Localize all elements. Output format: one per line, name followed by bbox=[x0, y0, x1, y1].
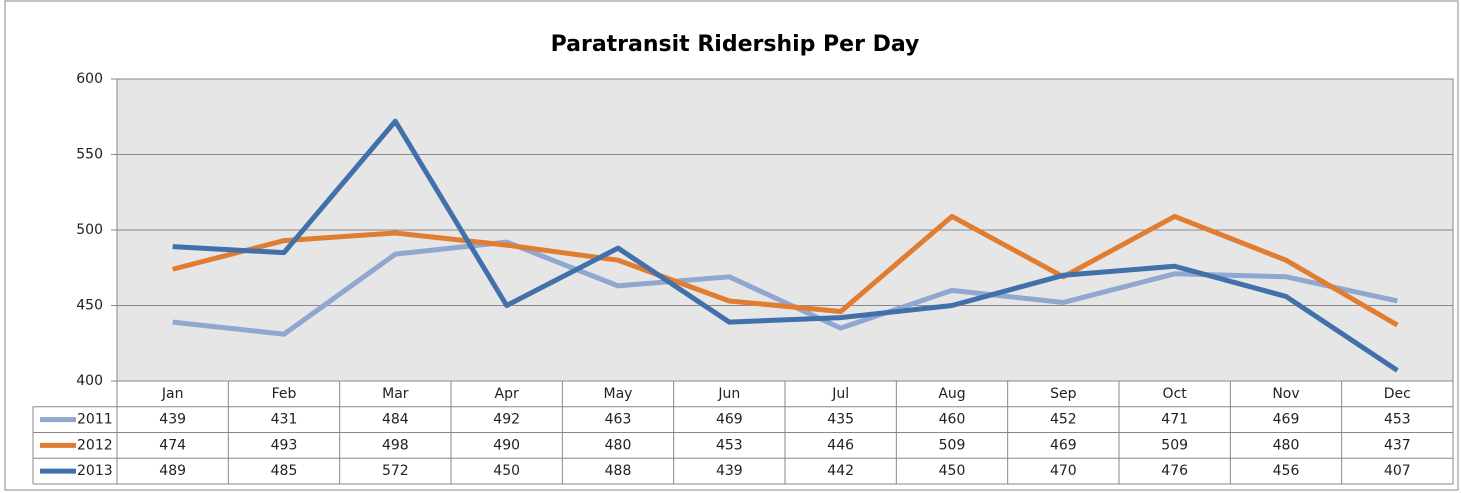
table-value: 469 bbox=[716, 412, 743, 428]
table-value: 498 bbox=[382, 437, 409, 453]
y-tick-label: 600 bbox=[76, 71, 103, 87]
table-value: 489 bbox=[159, 463, 186, 479]
y-tick-label: 450 bbox=[76, 298, 103, 314]
table-value: 453 bbox=[1384, 412, 1411, 428]
table-value: 471 bbox=[1161, 412, 1188, 428]
table-value: 485 bbox=[271, 463, 298, 479]
table-value: 453 bbox=[716, 437, 743, 453]
x-tick-label: Mar bbox=[382, 386, 409, 402]
x-tick-label: Apr bbox=[495, 386, 519, 402]
x-tick-label: Feb bbox=[272, 386, 297, 402]
table-value: 476 bbox=[1161, 463, 1188, 479]
table-value: 480 bbox=[1273, 437, 1300, 453]
series-line bbox=[172, 213, 1399, 328]
table-value: 407 bbox=[1384, 463, 1411, 479]
table-value: 484 bbox=[382, 412, 409, 428]
x-tick-label: Jun bbox=[717, 386, 740, 402]
x-tick-label: Dec bbox=[1384, 386, 1411, 402]
table-value: 456 bbox=[1273, 463, 1300, 479]
y-tick-label: 500 bbox=[76, 222, 103, 238]
table-value: 437 bbox=[1384, 437, 1411, 453]
series-line bbox=[172, 239, 1398, 337]
table-value: 439 bbox=[159, 412, 186, 428]
table-value: 469 bbox=[1050, 437, 1077, 453]
table-value: 469 bbox=[1273, 412, 1300, 428]
table-value: 442 bbox=[827, 463, 854, 479]
x-tick-label: Nov bbox=[1272, 386, 1299, 402]
y-tick-label: 400 bbox=[76, 373, 103, 389]
table-value: 572 bbox=[382, 463, 409, 479]
table-value: 509 bbox=[939, 437, 966, 453]
chart-title: Paratransit Ridership Per Day bbox=[551, 32, 920, 57]
table-value: 492 bbox=[493, 412, 520, 428]
x-tick-label: Aug bbox=[938, 386, 965, 402]
table-value: 490 bbox=[493, 437, 520, 453]
x-tick-label: Sep bbox=[1050, 386, 1077, 402]
table-value: 450 bbox=[493, 463, 520, 479]
table-value: 488 bbox=[605, 463, 632, 479]
table-value: 450 bbox=[939, 463, 966, 479]
table-value: 452 bbox=[1050, 412, 1077, 428]
table-value: 474 bbox=[159, 437, 186, 453]
table-value: 493 bbox=[271, 437, 298, 453]
x-tick-label: Jan bbox=[161, 386, 184, 402]
x-tick-label: Oct bbox=[1163, 386, 1188, 402]
table-value: 435 bbox=[827, 412, 854, 428]
y-tick-label: 550 bbox=[76, 147, 103, 163]
legend-label: 2013 bbox=[77, 463, 113, 479]
x-tick-label: Jul bbox=[831, 386, 849, 402]
x-tick-label: May bbox=[604, 386, 633, 402]
table-value: 446 bbox=[827, 437, 854, 453]
table-value: 480 bbox=[605, 437, 632, 453]
series-line bbox=[172, 118, 1399, 373]
table-value: 431 bbox=[271, 412, 298, 428]
legend-label: 2012 bbox=[77, 437, 113, 453]
table-value: 463 bbox=[605, 412, 632, 428]
legend-label: 2011 bbox=[77, 412, 113, 428]
table-value: 439 bbox=[716, 463, 743, 479]
table-value: 470 bbox=[1050, 463, 1077, 479]
table-value: 460 bbox=[939, 412, 966, 428]
table-value: 509 bbox=[1161, 437, 1188, 453]
